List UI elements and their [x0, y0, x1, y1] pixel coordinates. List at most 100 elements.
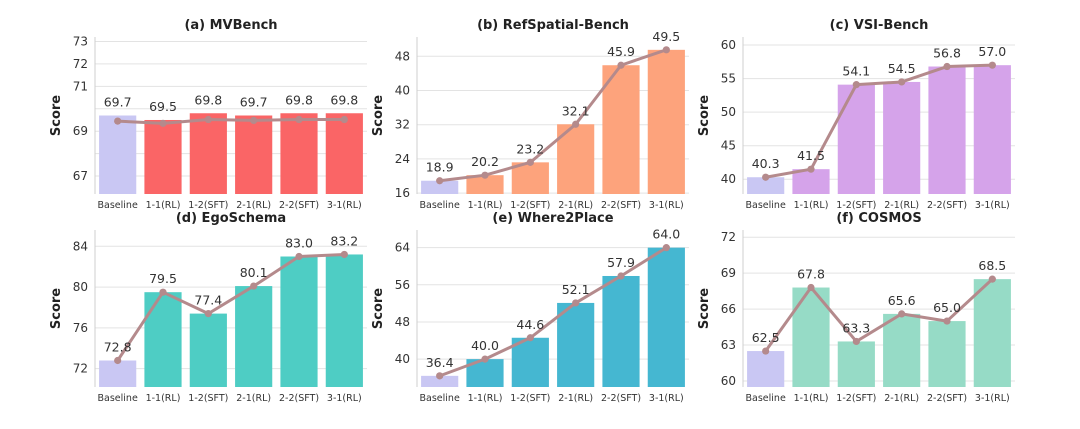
data-label: 44.6 — [516, 317, 544, 332]
x-tick-label: 2-1(RL) — [236, 393, 271, 404]
data-label: 57.0 — [978, 44, 1006, 59]
y-axis-label: Score — [697, 288, 712, 329]
trend-point — [572, 299, 580, 307]
x-tick-label: 3-1(RL) — [327, 200, 362, 211]
trend-point — [852, 337, 860, 346]
trend-point — [250, 116, 258, 125]
trend-point — [340, 250, 348, 259]
bar-mvbench-5 — [325, 113, 363, 194]
bar-egoschema-3 — [235, 286, 273, 387]
trend-point — [617, 272, 625, 280]
trend-point — [526, 158, 534, 166]
chart-panel-mvbench: 67 69 71 72 73 69.7 69.5 69.8 69.7 69.8 69.8 Baseli… — [49, 18, 367, 211]
trend-point — [943, 317, 951, 325]
x-tick-label: Baseline — [746, 200, 786, 211]
bar-vsi-3 — [883, 81, 921, 194]
chart-panel-refspatial: 16 24 32 40 48 18.9 20.2 23.2 32.1 45.9 49.5 Baseli… — [371, 18, 689, 211]
x-tick-label: 2-1(RL) — [236, 200, 271, 211]
x-tick-label: 1-2(SFT) — [510, 200, 550, 211]
trend-point — [898, 310, 906, 318]
trend-point — [436, 372, 444, 380]
chart-panel-vsi: 40 45 50 55 60 40.3 41.5 54.1 54.5 56.8 57.0 Baseli… — [697, 18, 1015, 211]
bar-where2place-2 — [511, 337, 549, 387]
trend-point — [159, 119, 167, 127]
chart-title: (b) RefSpatial-Bench — [477, 18, 629, 33]
trend-point — [295, 252, 303, 261]
data-label: 64.0 — [652, 227, 680, 242]
chart-panel-egoschema: 72 76 80 84 72.8 79.5 77.4 80.1 83.0 83.2 Baseline… — [49, 211, 367, 404]
data-label: 41.5 — [797, 148, 825, 163]
y-tick-label: 69 — [73, 124, 88, 138]
trend-point — [988, 61, 996, 69]
x-tick-label: 2-2(SFT) — [601, 200, 641, 211]
y-tick-label: 45 — [721, 139, 736, 153]
y-tick-label: 69 — [721, 266, 736, 280]
data-label: 80.1 — [240, 265, 268, 280]
y-tick-label: 72 — [73, 362, 88, 376]
bar-egoschema-1 — [144, 292, 182, 387]
data-label: 18.9 — [426, 160, 454, 175]
trend-point — [436, 177, 444, 185]
trend-point — [617, 61, 625, 69]
data-label: 69.8 — [330, 92, 358, 107]
y-tick-label: 63 — [721, 338, 736, 352]
chart-title: (f) COSMOS — [836, 211, 921, 226]
trend-point — [481, 171, 489, 179]
trend-line — [117, 118, 345, 125]
bar-egoschema-4 — [280, 256, 318, 387]
x-tick-label: 1-2(SFT) — [836, 393, 876, 404]
y-axis-label: Score — [49, 288, 64, 329]
x-tick-label: 3-1(RL) — [975, 393, 1010, 404]
bar-refspatial-4 — [602, 65, 640, 194]
trend-point — [762, 173, 770, 181]
y-tick-label: 56 — [395, 278, 410, 292]
bar-vsi-1 — [792, 169, 830, 194]
bar-mvbench-1 — [144, 119, 182, 194]
trend-line — [439, 246, 668, 378]
x-tick-label: 2-1(RL) — [884, 200, 919, 211]
x-tick-label: 2-1(RL) — [558, 200, 593, 211]
data-label: 65.6 — [888, 293, 916, 308]
bar-cosmos-3 — [883, 313, 921, 387]
y-tick-label: 66 — [721, 302, 736, 316]
y-axis-label: Score — [697, 95, 712, 136]
x-tick-label: 2-2(SFT) — [601, 393, 641, 404]
bar-cosmos-5 — [973, 279, 1011, 387]
trend-line — [439, 48, 667, 183]
trend-point — [295, 115, 303, 124]
chart-title: (c) VSI-Bench — [830, 18, 929, 33]
x-tick-label: 3-1(RL) — [327, 393, 362, 404]
data-label: 79.5 — [149, 271, 177, 286]
x-tick-label: 1-2(SFT) — [188, 393, 228, 404]
y-tick-label: 84 — [73, 239, 88, 253]
bar-egoschema-2 — [189, 313, 227, 387]
bar-where2place-0 — [421, 375, 459, 387]
trend-point — [807, 283, 815, 292]
x-tick-label: 1-2(SFT) — [836, 200, 876, 211]
data-label: 69.8 — [194, 92, 222, 107]
data-label: 23.2 — [516, 141, 544, 156]
data-label: 45.9 — [607, 44, 635, 59]
data-label: 54.5 — [888, 61, 916, 76]
trend-point — [204, 115, 212, 124]
bar-refspatial-5 — [647, 49, 685, 194]
x-tick-label: 1-1(RL) — [794, 200, 829, 211]
bar-mvbench-2 — [189, 113, 227, 194]
y-tick-label: 71 — [73, 79, 88, 93]
trend-line — [116, 252, 345, 362]
x-tick-label: 1-1(RL) — [146, 393, 181, 404]
data-label: 56.8 — [933, 46, 961, 61]
x-tick-label: Baseline — [420, 200, 460, 211]
trend-point — [807, 165, 815, 173]
y-tick-label: 48 — [395, 315, 410, 329]
trend-point — [481, 355, 489, 363]
bar-mvbench-4 — [280, 113, 318, 194]
y-axis-label: Score — [371, 95, 386, 136]
x-tick-label: 2-1(RL) — [558, 393, 593, 404]
chart-panel-where2place: 40 48 56 64 36.4 40.0 44.6 52.1 57.9 64.0 Baseline… — [371, 211, 689, 404]
bar-refspatial-1 — [466, 175, 504, 194]
y-tick-label: 40 — [395, 83, 410, 97]
data-label: 69.5 — [149, 99, 177, 114]
x-tick-label: 1-1(RL) — [468, 393, 503, 404]
y-tick-label: 60 — [721, 38, 736, 52]
